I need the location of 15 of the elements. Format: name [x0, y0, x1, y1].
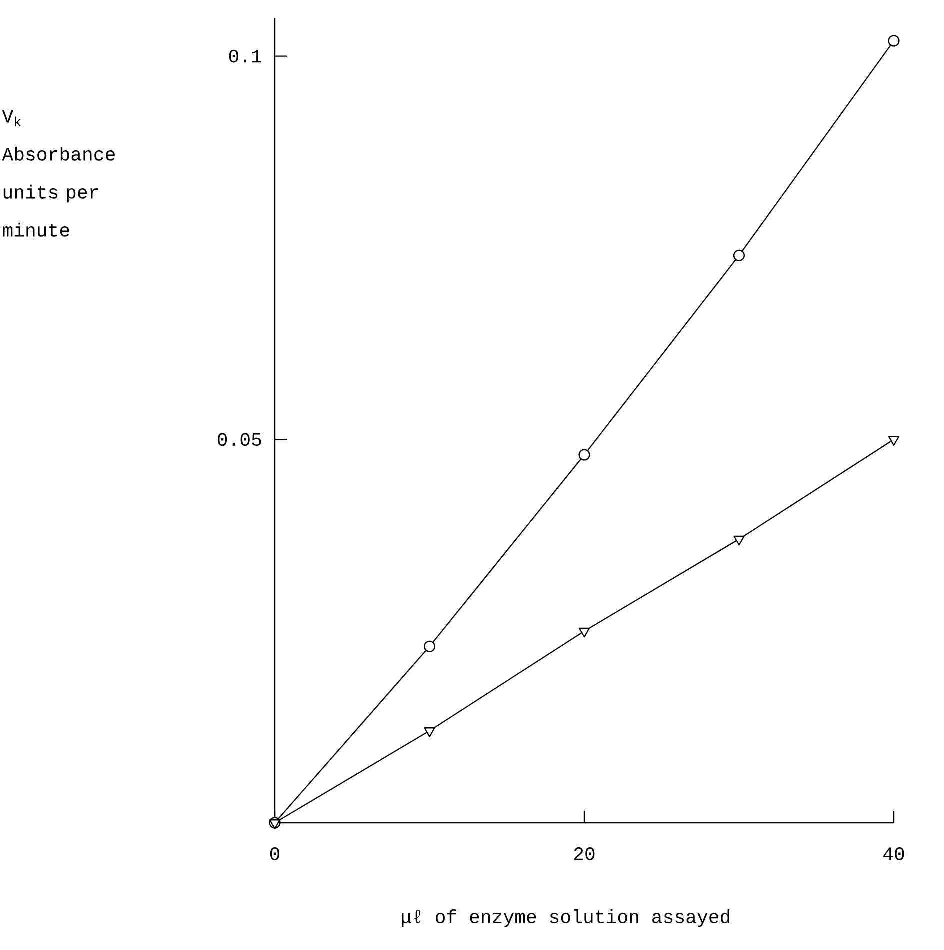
y-tick-label: 0.05: [218, 433, 262, 446]
point: [888, 35, 900, 47]
point: [578, 449, 590, 461]
point: [424, 640, 436, 652]
point: [734, 536, 745, 546]
text: V$_{k}$ Absorbance units per minute: [2, 110, 115, 237]
y-tick-label: 0.1: [229, 50, 262, 63]
point: [578, 628, 590, 638]
x-tick-label: 40: [884, 848, 904, 860]
point: [733, 250, 746, 262]
point: [888, 436, 900, 446]
x-axis-title: μℓ of enzyme solution assayed: [402, 910, 730, 928]
point: [424, 727, 436, 738]
x-tick-label: 20: [574, 848, 595, 860]
x-tick-label: 0: [270, 848, 280, 860]
